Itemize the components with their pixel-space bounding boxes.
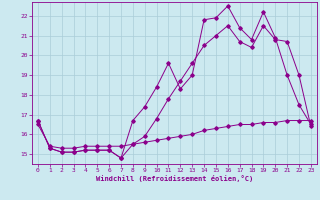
- X-axis label: Windchill (Refroidissement éolien,°C): Windchill (Refroidissement éolien,°C): [96, 175, 253, 182]
